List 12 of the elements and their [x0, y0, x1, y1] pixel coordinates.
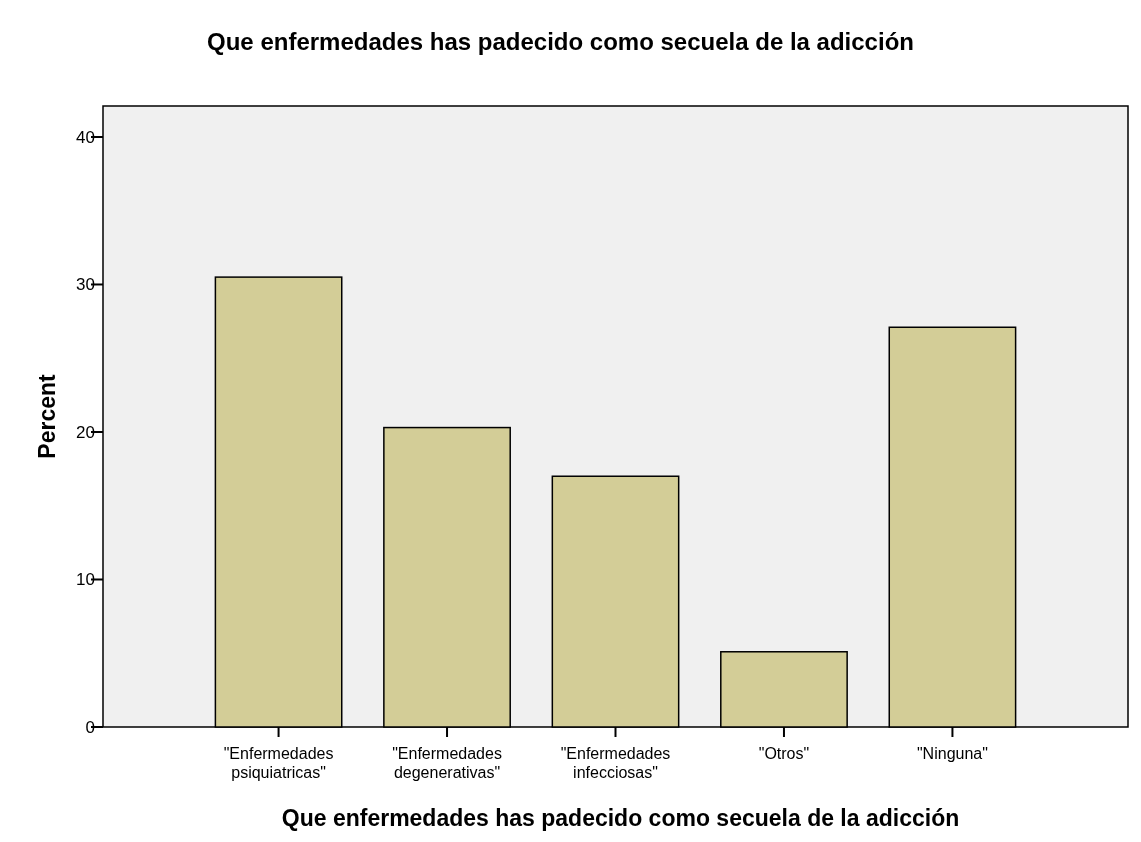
y-axis-title: Percent — [34, 373, 60, 459]
x-tick-label: "Ninguna" — [916, 745, 988, 762]
x-tick-label: "Enfermedades psiquiatricas" — [223, 745, 334, 781]
x-axis-title: Que enfermedades has padecido como secuela de la adicción — [281, 805, 960, 831]
x-tick-label: "Enfermedades degenerativas" — [392, 745, 502, 781]
x-tick-label: "Enfermedades infecciosas" — [560, 745, 671, 781]
y-tick-label: 40 — [76, 127, 95, 147]
y-tick-label: 20 — [76, 422, 95, 442]
x-tick-label: "Otros" — [758, 745, 810, 762]
chart-title: Que enfermedades has padecido como secuela de la adicción — [207, 28, 914, 55]
y-tick-label: 10 — [76, 570, 95, 590]
y-tick-label: 30 — [76, 275, 95, 295]
